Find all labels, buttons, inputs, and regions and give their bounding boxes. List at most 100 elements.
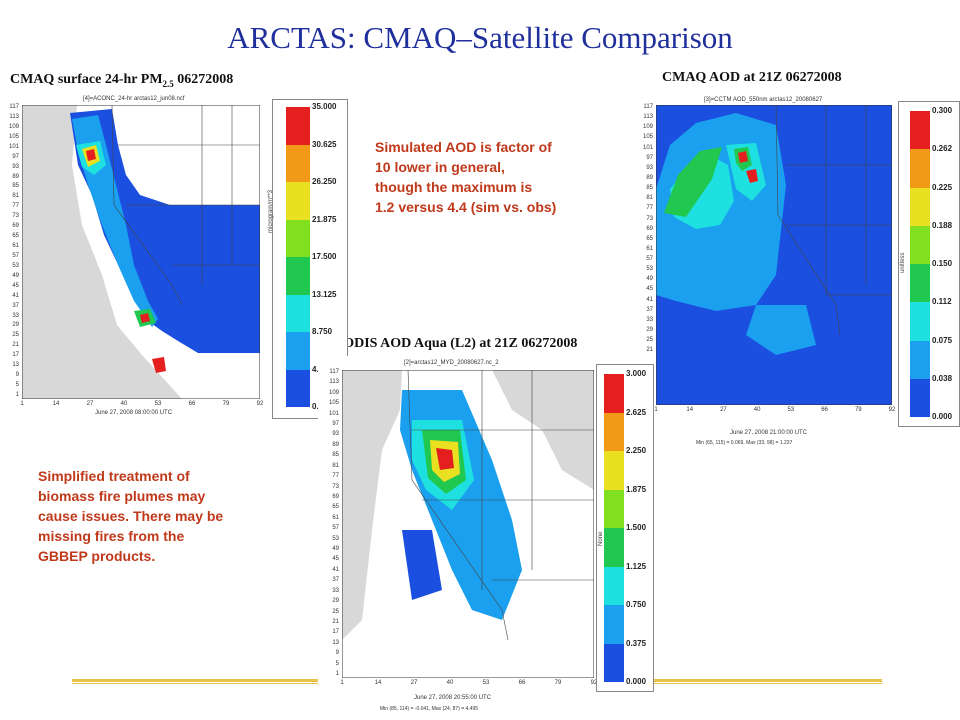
pm25-unit: microgram/m**3 [268,189,274,233]
fire-plume-note: Simplified treatment of biomass fire plum… [38,468,224,564]
aod-y-tick: 77 [646,205,653,212]
aod-colorbar-label: 0.225 [932,182,953,192]
aod-x-tick: 79 [854,407,862,413]
pm-x-tick: 53 [154,401,162,407]
aod-colorbar-label: 0.000 [932,412,953,421]
pm25-file-label: [4]=ACONC_24-hr arctas12_jun08.ncf [83,96,185,102]
aod-colorbar-label: 0.150 [932,259,953,268]
modis-colorbar-label: 0.000 [626,677,647,686]
simulated-aod-note: Simulated AOD is factor of 10 lower in ge… [375,139,557,215]
modis-y-tick: 9 [335,650,339,657]
aod-y-tick: 113 [643,114,653,121]
pm-x-tick: 79 [222,401,230,407]
modis-aod-map-panel: [2]=arctas12_MYD_20080627.nc_2 117 113 109… [318,356,654,720]
aod-y-tick: 109 [642,124,653,131]
cmaq-aod-map-panel: [3]=CCTM AOD_550nm arctas12_20080627 117… [624,93,960,449]
modis-aod-unit: None [598,531,604,546]
pm-y-tick: 109 [8,123,19,130]
aod-y-tick: 101 [642,144,653,151]
aod-y-tick: 105 [642,134,653,141]
modis-colorbar-band [604,451,624,490]
cmaq-aod-file-label: [3]=CCTM AOD_550nm arctas12_20080627 [704,97,823,103]
pm-y-tick: 61 [12,243,19,250]
pm-y-tick: 53 [12,262,19,269]
aod-y-tick: 97 [646,154,653,161]
aod-y-tick: 69 [646,225,653,232]
modis-y-tick: 53 [332,535,339,542]
modis-y-tick: 81 [332,462,339,469]
aod-y-tick: 81 [646,195,653,202]
cmaq-aod-field-south [746,305,816,355]
aod-y-tick: 73 [646,215,653,222]
modis-y-tick: 113 [329,379,339,386]
aod-colorbar-label: 0.188 [932,220,953,230]
modis-colorbar-label: 1.125 [626,561,647,571]
cmaq-aod-unit: unitless [900,252,906,273]
aod-y-tick: 53 [646,266,653,273]
pm-colorbar-label: 30.625 [312,139,337,149]
modis-y-tick: 21 [332,618,339,625]
pm-y-tick: 113 [9,113,19,120]
pm-colorbar-band [286,107,310,145]
aod-colorbar-band [910,187,930,226]
cmaq-aod-minmax: Min (65, 115) = 0.069, Max (33, 98) = 1.… [696,440,793,446]
pm-y-tick: 93 [12,163,19,170]
aod-y-tick: 37 [646,306,653,313]
modis-colorbar-band [604,643,624,682]
modis-colorbar-label: 2.625 [626,407,647,417]
modis-y-tick: 73 [332,483,339,490]
modis-y-tick: 69 [332,493,339,500]
pm-x-tick: 92 [256,401,264,407]
aod-y-tick: 25 [646,337,653,344]
modis-caption: MODIS AOD Aqua (L2) at 21Z 06272008 [330,336,578,351]
pm-x-tick: 1 [20,401,24,407]
modis-y-tick: 61 [332,514,339,521]
modis-y-tick: 109 [328,389,339,396]
modis-x-tick: 1 [340,680,344,686]
pm-colorbar-band [286,182,310,220]
pm-y-tick: 69 [12,223,19,230]
modis-y-tick: 17 [332,629,339,636]
modis-aod-map [342,370,594,678]
pm-y-tick: 57 [12,252,19,259]
aod-x-tick: 14 [686,407,694,413]
aod-colorbar-band [910,264,930,303]
pm25-hotspot-north [86,149,96,161]
pm-y-tick: 17 [12,352,19,359]
pm-colorbar-label: 21.875 [312,214,337,224]
pm-colorbar-band [286,257,310,295]
pm-colorbar-label: 8.750 [312,327,333,336]
modis-aod-minmax: Min (85, 114) = -0.041, Max (24, 87) = 4… [380,706,479,712]
pm25-hotspot-coast [152,357,166,373]
pm-colorbar-label: 13.125 [312,289,337,299]
modis-y-tick: 5 [335,660,339,667]
modis-y-tick: 13 [332,639,339,646]
modis-y-tick: 65 [332,504,339,511]
pm25-map [22,105,260,399]
modis-colorbar-band [604,605,624,644]
aod-x-tick: 53 [787,407,795,413]
aod-y-tick: 57 [646,256,653,263]
pm-y-tick: 21 [12,342,19,349]
pm-x-tick: 27 [86,401,94,407]
pm-colorbar-band [286,294,310,332]
pm-y-tick: 77 [12,203,19,210]
aod-y-tick: 21 [646,347,653,354]
pm-x-tick: 14 [52,401,60,407]
aod-y-tick: 93 [646,164,653,171]
pm-y-tick: 101 [8,143,19,150]
modis-aod-nodata-west [342,370,402,640]
modis-aod-file-label: [2]=arctas12_MYD_20080627.nc_2 [404,360,499,366]
pm-y-tick: 5 [15,382,19,389]
aod-x-tick: 66 [821,407,828,413]
pm-colorbar-label: 35.000 [312,102,337,111]
modis-y-tick: 117 [329,369,339,375]
slide-title: ARCTAS: CMAQ–Satellite Comparison [227,20,733,55]
modis-colorbar-band [604,566,624,605]
cmaq-aod-map [656,105,892,405]
modis-x-tick: 79 [554,680,562,686]
modis-colorbar-band [604,528,624,567]
pm-caption: CMAQ surface 24-hr PM2.5 06272008 [10,72,234,89]
pm-colorbar-label: 26.250 [312,177,337,186]
pm-colorbar-band [286,369,310,407]
